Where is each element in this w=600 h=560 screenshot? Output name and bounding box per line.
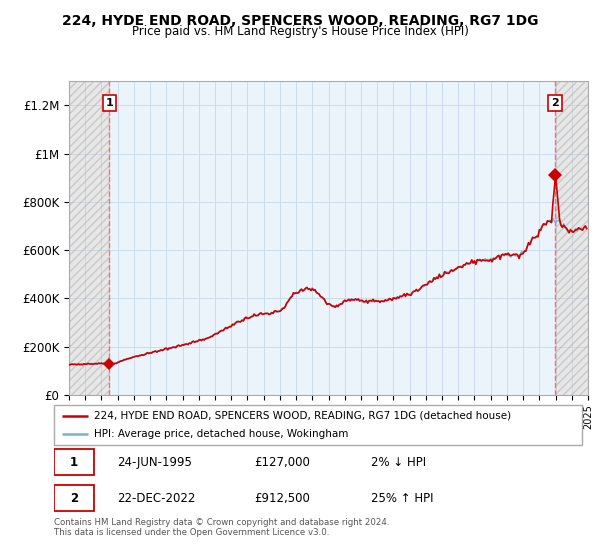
Bar (69, 81, 109, 395)
Text: £912,500: £912,500 (254, 492, 311, 505)
FancyBboxPatch shape (54, 405, 582, 445)
Text: 2% ↓ HPI: 2% ↓ HPI (371, 456, 426, 469)
Text: 24-JUN-1995: 24-JUN-1995 (118, 456, 192, 469)
Text: HPI: Average price, detached house, Wokingham: HPI: Average price, detached house, Woki… (94, 430, 348, 439)
Text: 2: 2 (70, 492, 78, 505)
Bar (109, 81, 555, 395)
Bar (555, 81, 588, 395)
Text: Price paid vs. HM Land Registry's House Price Index (HPI): Price paid vs. HM Land Registry's House … (131, 25, 469, 38)
Text: 25% ↑ HPI: 25% ↑ HPI (371, 492, 433, 505)
Text: £127,000: £127,000 (254, 456, 311, 469)
Text: 224, HYDE END ROAD, SPENCERS WOOD, READING, RG7 1DG: 224, HYDE END ROAD, SPENCERS WOOD, READI… (62, 14, 538, 28)
FancyBboxPatch shape (54, 449, 94, 475)
Text: 224, HYDE END ROAD, SPENCERS WOOD, READING, RG7 1DG (detached house): 224, HYDE END ROAD, SPENCERS WOOD, READI… (94, 411, 511, 421)
Text: 1: 1 (70, 456, 78, 469)
Text: 2: 2 (551, 98, 559, 108)
Text: Contains HM Land Registry data © Crown copyright and database right 2024.
This d: Contains HM Land Registry data © Crown c… (54, 518, 389, 538)
Text: 1: 1 (106, 98, 113, 108)
Text: 22-DEC-2022: 22-DEC-2022 (118, 492, 196, 505)
FancyBboxPatch shape (54, 486, 94, 511)
